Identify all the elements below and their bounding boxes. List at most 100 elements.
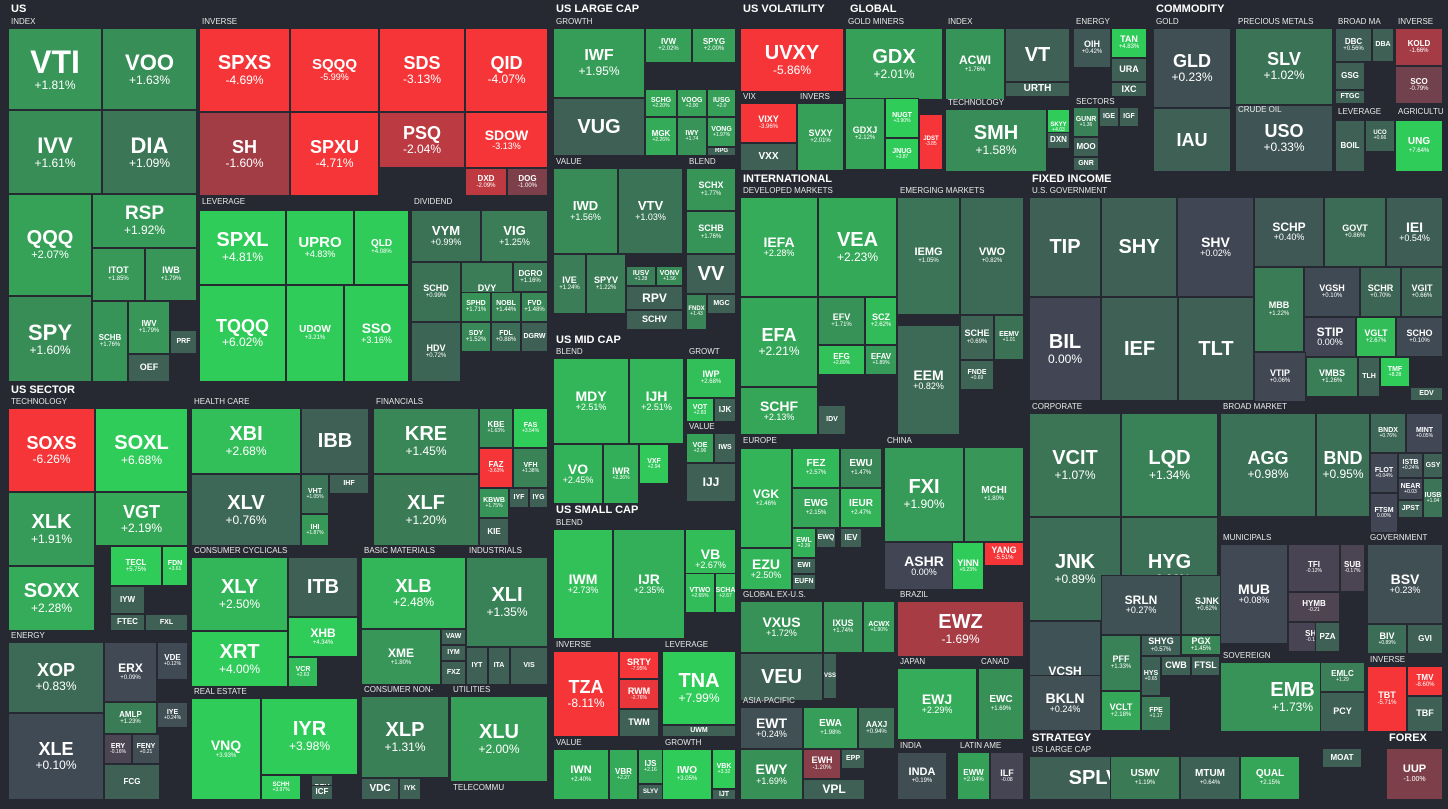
tile-tan[interactable]: TAN +4.83%	[1111, 28, 1147, 58]
tile-jpst[interactable]: JPST	[1398, 500, 1423, 518]
tile-vong[interactable]: VONG +1.97%	[707, 117, 736, 147]
tile-fnde[interactable]: FNDE +0.69	[960, 360, 994, 390]
tile-qual[interactable]: QUAL +2.15%	[1240, 756, 1300, 800]
tile-sdy[interactable]: SDY +1.52%	[461, 322, 491, 352]
tile-schx[interactable]: SCHX +1.77%	[686, 168, 736, 211]
tile-fxz[interactable]: FXZ	[441, 661, 466, 685]
tile-iusv[interactable]: IUSV +1.28	[626, 266, 656, 286]
tile-vgt[interactable]: VGT +2.19%	[95, 492, 188, 546]
tile-spyv[interactable]: SPYV +1.22%	[586, 254, 626, 314]
tile-schg[interactable]: SCHG +2.20%	[645, 89, 677, 117]
tile-ewy[interactable]: EWY +1.69%	[740, 749, 803, 800]
tile-efav[interactable]: EFAV +1.89%	[865, 345, 897, 375]
tile-srty[interactable]: SRTY -7.95%	[619, 651, 659, 679]
tile-vot[interactable]: VOT +2.83	[686, 398, 714, 422]
tile-iusg[interactable]: IUSG +2.0	[707, 89, 736, 117]
tile-ixc[interactable]: IXC	[1111, 82, 1147, 97]
tile-vbr[interactable]: VBR +2.27	[609, 749, 638, 800]
tile-dxn[interactable]: DXN	[1047, 132, 1070, 149]
tile-pff[interactable]: PFF +1.33%	[1101, 635, 1141, 691]
tile-iwd[interactable]: IWD +1.56%	[553, 168, 618, 254]
tile-sqqq[interactable]: SQQQ -5.99%	[290, 28, 379, 112]
tile-efv[interactable]: EFV +1.71%	[818, 297, 865, 345]
tile-bkln[interactable]: BKLN +0.24%	[1029, 675, 1101, 731]
tile-iemg[interactable]: IEMG +1.05%	[897, 197, 960, 315]
tile-faz[interactable]: FAZ -3.63%	[479, 448, 513, 488]
tile-efa[interactable]: EFA +2.21%	[740, 297, 818, 387]
tile-ixus[interactable]: IXUS +1.74%	[823, 601, 863, 653]
tile-vdc[interactable]: VDC	[361, 778, 399, 800]
tile-vxf[interactable]: VXF +2.94	[639, 444, 669, 484]
tile-idv[interactable]: IDV	[818, 405, 846, 435]
tile-xlp[interactable]: XLP +1.31%	[361, 696, 449, 778]
tile-xbi[interactable]: XBI +2.68%	[191, 408, 301, 474]
tile-fez[interactable]: FEZ +2.57%	[792, 448, 840, 488]
tile-iwy[interactable]: IWY +1.74	[677, 117, 707, 156]
tile-ijr[interactable]: IJR +2.35%	[613, 529, 685, 639]
tile-vea[interactable]: VEA +2.23%	[818, 197, 897, 297]
tile-iwb[interactable]: IWB +1.79%	[145, 248, 197, 301]
tile-xlv[interactable]: XLV +0.76%	[191, 474, 301, 546]
tile-epp[interactable]: EPP	[841, 749, 865, 769]
tile-pcy[interactable]: PCY	[1320, 692, 1365, 732]
tile-spyg[interactable]: SPYG +2.00%	[692, 28, 736, 63]
tile-ivw[interactable]: IVW +2.02%	[645, 28, 692, 63]
tile-yang[interactable]: YANG -5.51%	[984, 542, 1024, 566]
tile-dxd[interactable]: DXD -2.09%	[465, 168, 507, 196]
tile-iev[interactable]: IEV	[840, 528, 862, 548]
tile-fdl[interactable]: FDL +0.88%	[491, 322, 521, 352]
tile-iwn[interactable]: IWN +2.40%	[553, 749, 609, 800]
tile-scz[interactable]: SCZ +2.62%	[865, 297, 897, 345]
tile-icf[interactable]: ICF	[311, 785, 333, 800]
tile-iyf[interactable]: IYF	[509, 488, 529, 508]
tile-qid[interactable]: QID -4.07%	[465, 28, 548, 112]
tile-usmv[interactable]: USMV +1.19%	[1110, 756, 1180, 800]
tile-stip[interactable]: STIP 0.00%	[1304, 317, 1356, 357]
tile-vfh[interactable]: VFH +1.38%	[513, 448, 548, 488]
tile-eemv[interactable]: EEMV +1.01	[994, 315, 1024, 360]
tile-vixy[interactable]: VIXY -3.96%	[740, 103, 797, 143]
tile-eww[interactable]: EWW +2.04%	[957, 752, 990, 800]
tile-shv[interactable]: SHV +0.02%	[1177, 197, 1254, 297]
tile-fas[interactable]: FAS +3.54%	[513, 408, 548, 448]
tile-dog[interactable]: DOG -1.00%	[507, 168, 548, 196]
tile-iyg[interactable]: IYG	[529, 488, 548, 508]
tile-soxs[interactable]: SOXS -6.26%	[8, 408, 95, 492]
tile-schb[interactable]: SCHB +1.76%	[686, 211, 736, 254]
tile-shyg[interactable]: SHYG +0.57%	[1141, 635, 1181, 656]
tile-erx[interactable]: ERX +0.09%	[104, 642, 157, 702]
tile-gvi[interactable]: GVI	[1407, 624, 1443, 654]
tile-xlu[interactable]: XLU +2.00%	[450, 696, 548, 782]
tile-urth[interactable]: URTH	[1005, 82, 1070, 97]
tile-slv[interactable]: SLV +1.02%	[1235, 28, 1333, 105]
tile-flot[interactable]: FLOT +0.04%	[1370, 453, 1398, 493]
tile-uvxy[interactable]: UVXY -5.86%	[740, 28, 844, 92]
tile-rsp[interactable]: RSP +1.92%	[92, 194, 197, 248]
tile-pza[interactable]: PZA	[1315, 622, 1340, 652]
tile-ige[interactable]: IGE	[1099, 107, 1119, 127]
tile-xlk[interactable]: XLK +1.91%	[8, 492, 95, 566]
tile-ung[interactable]: UNG +7.64%	[1395, 120, 1443, 172]
tile-vnq[interactable]: VNQ +3.93%	[191, 698, 261, 800]
tile-kold[interactable]: KOLD -1.66%	[1395, 28, 1443, 66]
tile-near[interactable]: NEAR +0.03	[1398, 478, 1423, 500]
tile-nobl[interactable]: NOBL +1.44%	[491, 292, 521, 322]
tile-ery[interactable]: ERY -0.16%	[104, 734, 132, 764]
tile-tbt[interactable]: TBT -5.71%	[1367, 666, 1407, 732]
tile-oih[interactable]: OIH +0.42%	[1073, 28, 1111, 68]
tile-ihi[interactable]: IHI +1.87%	[301, 514, 329, 546]
tile-ftec[interactable]: FTEC	[110, 614, 145, 631]
tile-upro[interactable]: UPRO +4.83%	[286, 210, 354, 285]
tile-xli[interactable]: XLI +1.35%	[466, 557, 548, 647]
tile-gdxj[interactable]: GDXJ +2.12%	[845, 98, 885, 170]
tile-tfi[interactable]: TFI -0.12%	[1288, 544, 1340, 592]
tile-boil[interactable]: BOIL	[1335, 120, 1365, 172]
tile-ftgc[interactable]: FTGC	[1335, 90, 1365, 104]
tile-vclt[interactable]: VCLT +2.18%	[1101, 691, 1141, 731]
tile-mbb[interactable]: MBB +1.22%	[1254, 267, 1304, 352]
tile-kbwb[interactable]: KBWB +1.75%	[479, 488, 509, 518]
tile-voe[interactable]: VOE +2.06	[686, 433, 714, 463]
tile-vtv[interactable]: VTV +1.03%	[618, 168, 683, 254]
tile-xme[interactable]: XME +1.80%	[361, 629, 441, 685]
tile-schb[interactable]: SCHB +1.76%	[92, 301, 128, 382]
